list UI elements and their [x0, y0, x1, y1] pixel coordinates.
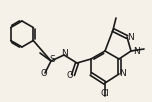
Text: O: O	[41, 69, 47, 79]
Text: N: N	[128, 33, 134, 42]
Text: O: O	[67, 70, 73, 79]
Text: N: N	[133, 47, 139, 55]
Text: N: N	[62, 48, 68, 58]
Text: Cl: Cl	[101, 89, 109, 99]
Text: S: S	[49, 55, 55, 64]
Text: N: N	[120, 69, 126, 79]
